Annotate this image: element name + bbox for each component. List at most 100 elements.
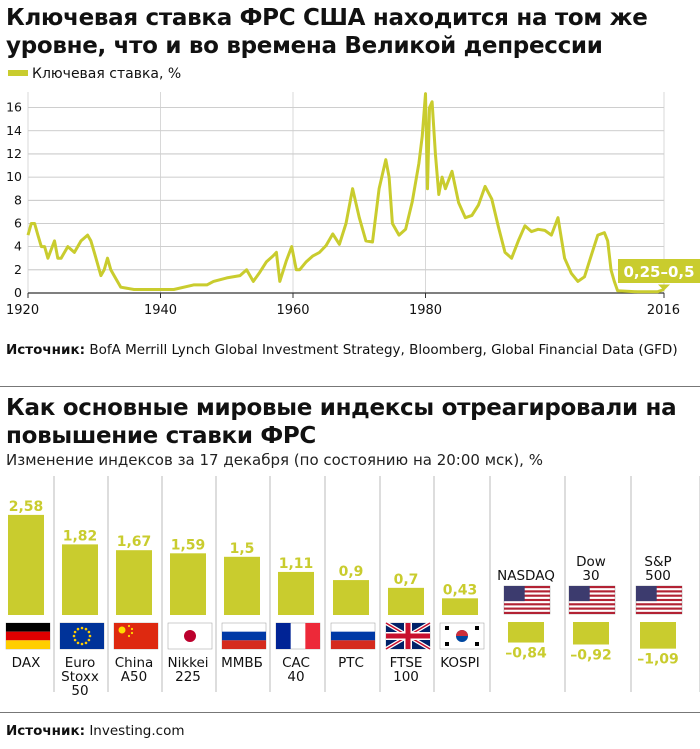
flag-star <box>73 638 77 642</box>
bar-3 <box>170 553 206 615</box>
y-tick-label: 14 <box>6 123 22 138</box>
bar-value-label: –0,92 <box>570 647 612 663</box>
flag-stripe <box>636 607 682 610</box>
series-line-fed-rate <box>26 92 665 294</box>
category-label: A50 <box>121 669 147 685</box>
flag-stripe <box>504 586 550 589</box>
category-label: NASDAQ <box>497 568 555 584</box>
bar-9 <box>508 622 544 643</box>
flag-stripe <box>504 594 550 597</box>
flag-star <box>130 631 134 635</box>
flag-stripe <box>569 611 615 614</box>
category-label: DAX <box>12 655 41 671</box>
y-tick-label: 10 <box>6 169 22 184</box>
y-tick-label: 12 <box>6 146 22 161</box>
bar-7 <box>388 587 424 615</box>
bar-value-label: 0,9 <box>339 564 364 580</box>
flag-star <box>87 638 91 642</box>
category-label: CAC <box>282 655 310 671</box>
section-divider <box>0 386 700 387</box>
category-label: FTSE <box>390 655 423 671</box>
bar-0 <box>8 514 44 615</box>
line-chart-title: Ключевая ставка ФРС США находится на том… <box>6 5 648 59</box>
line-source-label: Источник: <box>6 342 86 358</box>
flag-disc <box>184 630 196 642</box>
bar-10 <box>573 622 609 645</box>
category-label: 225 <box>175 669 201 685</box>
flag-star <box>127 624 131 628</box>
annotation-box <box>618 259 700 283</box>
category-label: 50 <box>71 683 88 699</box>
annotation-pointer <box>658 284 670 291</box>
flag-stripe <box>6 640 50 649</box>
line-chart-source: Источник: BofA Merrill Lynch Global Inve… <box>6 341 686 359</box>
flag-stripe <box>569 607 615 610</box>
flag-star <box>76 627 80 631</box>
flag-stripe <box>276 623 291 649</box>
category-label: Nikkei <box>167 655 208 671</box>
flag-stripe <box>636 603 682 606</box>
flag-trigram <box>445 642 449 646</box>
flag-canton <box>636 586 657 602</box>
category-label: KOSPI <box>440 655 479 671</box>
flag-trigram <box>475 642 479 646</box>
bar-value-label: 1,67 <box>117 534 152 550</box>
line-source-text: BofA Merrill Lynch Global Investment Str… <box>89 342 678 358</box>
y-tick-label: 6 <box>14 215 22 230</box>
flag-star <box>87 630 91 634</box>
category-label: Dow <box>576 554 606 570</box>
flag-stripe <box>636 611 682 614</box>
category-label: 500 <box>645 568 671 584</box>
y-tick-label: 4 <box>14 239 22 254</box>
flag-cross <box>386 633 430 639</box>
flag-stripe <box>636 594 682 597</box>
bar-value-label: 2,58 <box>9 499 44 515</box>
flag-star <box>80 626 84 630</box>
flag-star <box>73 630 77 634</box>
x-tick-label: 2016 <box>647 303 680 318</box>
flag-star <box>88 634 92 638</box>
bar-chart-source: Источник: Investing.com <box>6 722 686 740</box>
flag-canton <box>569 586 590 602</box>
bar-2 <box>116 550 152 615</box>
flag-star <box>127 634 131 638</box>
bar-11 <box>640 622 676 649</box>
category-label: РТС <box>338 655 364 671</box>
bar-value-label: 1,59 <box>171 537 206 553</box>
flag-stripe <box>569 594 615 597</box>
legend-label: Ключевая ставка, % <box>32 66 181 82</box>
annotation-label: 0,25–0,5 <box>623 263 694 281</box>
x-tick-label: 1960 <box>276 303 309 318</box>
flag-stripe <box>636 590 682 593</box>
flag-stripe <box>636 586 682 589</box>
flag-star <box>130 627 134 631</box>
x-tick-label: 1980 <box>409 303 442 318</box>
line-chart: Ключевая ставка, % 0 2 4 6 8 10 12 14 16 1920 1940 1… <box>6 66 700 318</box>
x-tick-label: 1920 <box>6 303 39 318</box>
flag-stripe <box>222 640 266 649</box>
flag-stripe <box>504 611 550 614</box>
flag-stripe <box>6 631 50 641</box>
flag-stripe <box>222 631 266 641</box>
y-tick-label: 16 <box>6 100 22 115</box>
flag-stripe <box>569 590 615 593</box>
flag-taeguk <box>456 630 468 636</box>
flag-stripe <box>305 623 320 649</box>
flag-stripe <box>331 631 375 641</box>
flag-trigram <box>475 626 479 630</box>
flag-stripe <box>569 586 615 589</box>
category-label: 100 <box>393 669 419 685</box>
bar-value-label: 1,11 <box>279 556 314 572</box>
bar-value-label: 0,43 <box>443 582 478 598</box>
flag-stripe <box>636 598 682 602</box>
category-label: ММВБ <box>221 655 263 671</box>
category-label: 40 <box>287 669 304 685</box>
flag-stripe <box>569 603 615 606</box>
category-label: China <box>115 655 154 671</box>
bar-1 <box>62 544 98 615</box>
bar-value-label: 1,82 <box>63 528 98 544</box>
flag-star <box>84 627 88 631</box>
bar-value-label: –0,84 <box>505 646 547 662</box>
bar-5 <box>278 571 314 615</box>
